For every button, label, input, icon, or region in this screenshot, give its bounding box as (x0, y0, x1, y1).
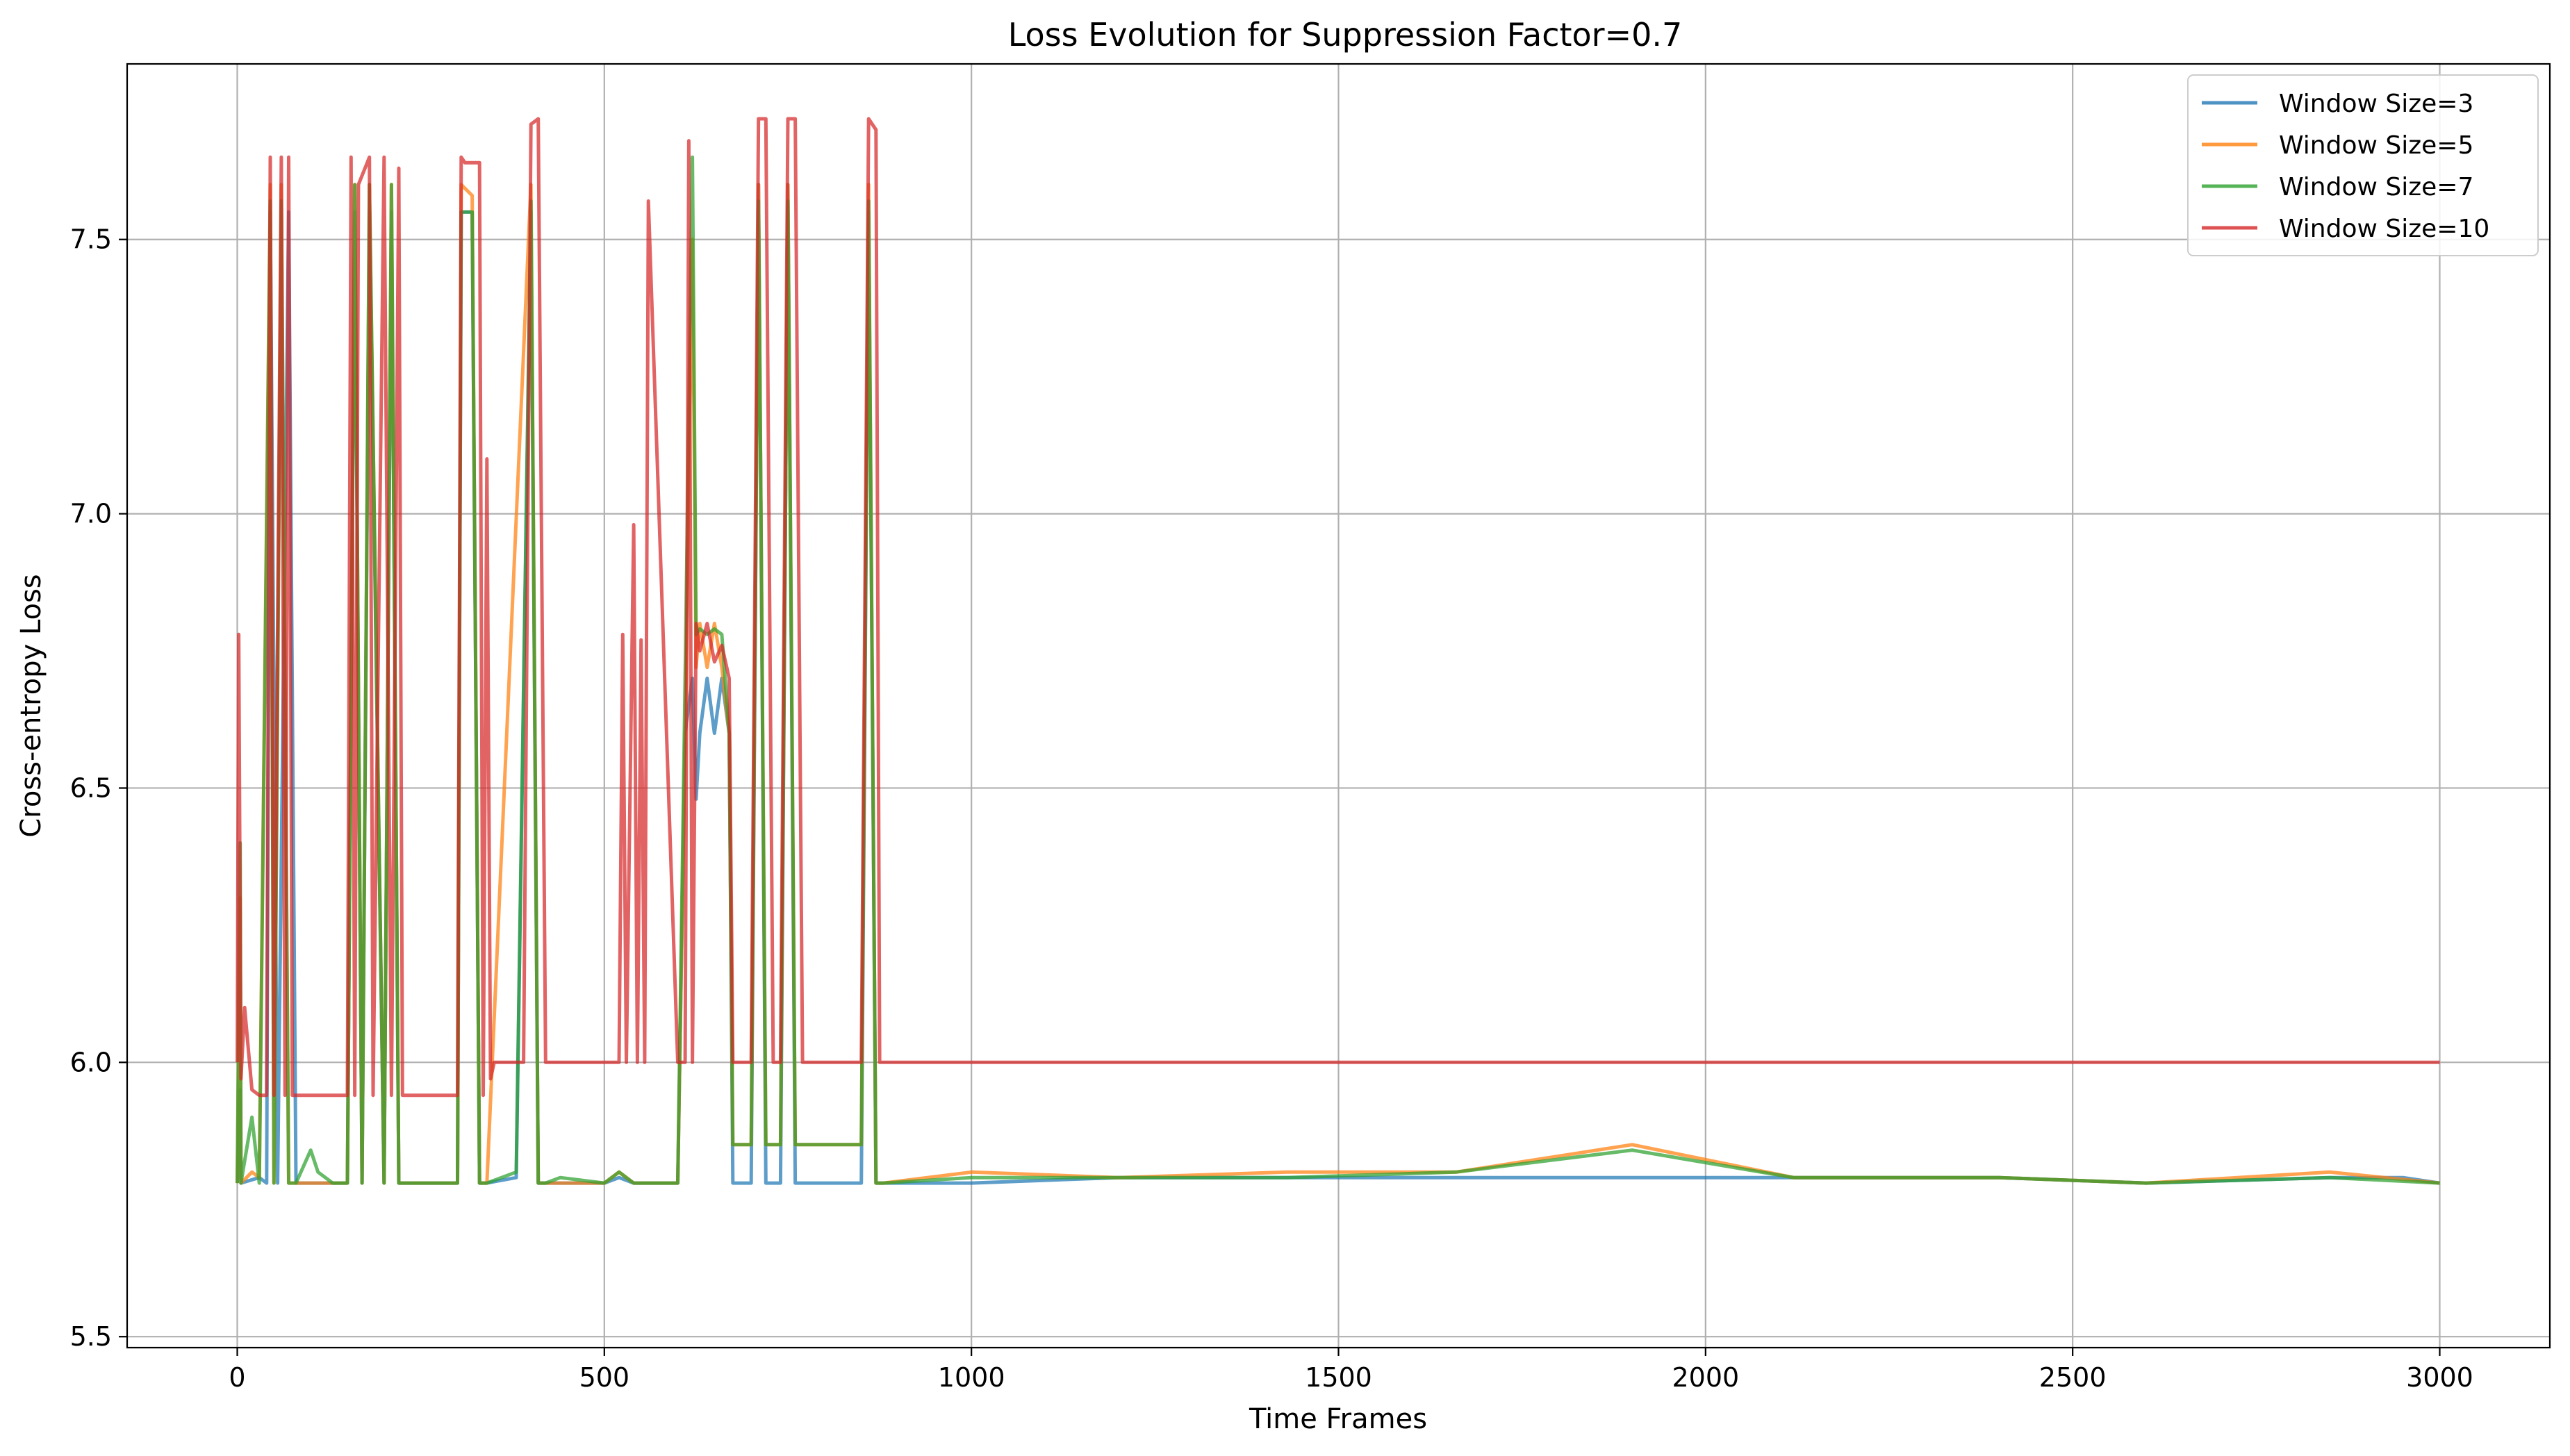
legend-label: Window Size=10 (2279, 215, 2489, 243)
legend-box (2187, 74, 2539, 256)
x-tick-label: 1500 (1305, 1362, 1372, 1393)
legend-label: Window Size=7 (2279, 173, 2473, 201)
y-tick-label: 5.5 (70, 1321, 112, 1352)
legend-label: Window Size=3 (2279, 90, 2473, 118)
y-tick-label: 6.0 (70, 1047, 112, 1077)
x-axis-label: Time Frames (1249, 1403, 1427, 1435)
y-axis-label: Cross-entropy Loss (15, 574, 47, 837)
series-line-4 (236, 117, 2440, 1098)
x-tick-label: 2000 (1672, 1362, 1739, 1393)
x-tick-label: 2500 (2039, 1362, 2107, 1393)
y-tick-label: 6.5 (70, 772, 112, 803)
series-line-3 (236, 155, 2440, 1185)
grid-lines (127, 64, 2550, 1348)
y-tick-label: 7.0 (70, 499, 112, 529)
series-lines (236, 117, 2440, 1185)
legend: Window Size=3 Window Size=5 Window Size=7 W… (2187, 74, 2539, 256)
y-axis-ticks: 5.5 6.0 6.5 7.0 7.5 (70, 224, 127, 1352)
chart-title: Loss Evolution for Suppression Factor=0.… (1008, 16, 1683, 53)
x-axis-ticks: 0 500 1000 1500 2000 2500 3000 (229, 1348, 2473, 1393)
y-tick-label: 7.5 (70, 224, 112, 255)
x-tick-label: 3000 (2406, 1362, 2473, 1393)
x-tick-label: 500 (579, 1362, 630, 1393)
legend-label: Window Size=5 (2279, 131, 2473, 160)
x-tick-label: 1000 (938, 1362, 1005, 1393)
x-tick-label: 0 (229, 1362, 245, 1393)
